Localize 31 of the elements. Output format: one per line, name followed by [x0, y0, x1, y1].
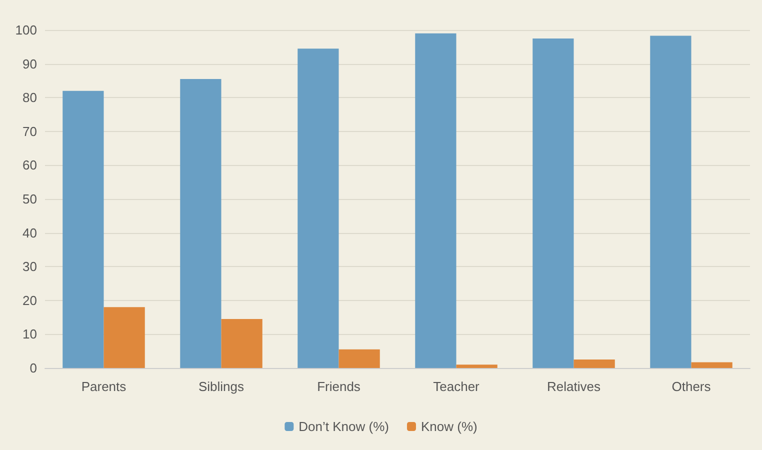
bar	[691, 362, 732, 368]
x-tick-label: Siblings	[198, 379, 245, 394]
y-tick-label: 40	[22, 225, 37, 240]
bar	[415, 33, 456, 368]
bar	[456, 364, 498, 368]
y-tick-label: 20	[22, 292, 37, 308]
bar	[104, 307, 145, 368]
y-tick-label: 80	[22, 90, 37, 106]
bar	[532, 38, 574, 368]
y-tick-label: 70	[22, 124, 37, 139]
bar	[650, 36, 692, 368]
x-tick-label: Friends	[317, 379, 361, 394]
x-tick-label: Teacher	[433, 379, 480, 394]
bar	[221, 318, 262, 368]
bar	[338, 349, 380, 368]
y-tick-label: 90	[22, 56, 37, 72]
y-tick-label: 30	[22, 259, 37, 274]
legend-label: Know (%)	[420, 419, 478, 434]
y-tick-label: 60	[22, 158, 37, 173]
y-tick-label: 50	[22, 192, 37, 206]
legend-label: Don’t Know (%)	[298, 419, 389, 434]
x-tick-label: Parents	[81, 379, 127, 394]
bar	[180, 79, 222, 368]
y-tick-label: 0	[30, 360, 37, 376]
x-tick-label: Relatives	[547, 379, 601, 394]
y-tick-label: 10	[22, 326, 37, 342]
bar	[298, 48, 339, 368]
bar	[62, 90, 104, 368]
x-tick-label: Others	[672, 379, 712, 394]
y-tick-label: 100	[15, 22, 37, 38]
bar	[574, 360, 615, 368]
